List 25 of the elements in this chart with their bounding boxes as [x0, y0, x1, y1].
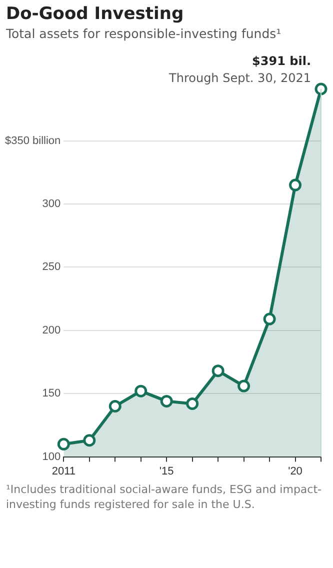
point — [289, 178, 302, 192]
point — [314, 82, 328, 96]
point — [134, 384, 148, 398]
y-tick-label: 300 — [42, 198, 61, 210]
y-tick-label: 200 — [42, 324, 61, 336]
x-tick-label: '15 — [159, 465, 174, 478]
annotation: $391 bil. — [252, 54, 311, 68]
point — [57, 438, 70, 450]
x-tick-label: 2011 — [52, 465, 76, 478]
y-tick-label: $350 billion — [5, 134, 61, 147]
chart-subtitle: Total assets for responsible-investing funds¹ — [5, 25, 282, 41]
annotation: Through Sept. 30, 2021 — [168, 71, 311, 86]
point — [238, 380, 250, 392]
x-tick-label: '20 — [288, 465, 302, 478]
text: ¹Includes traditional social-aware funds, ESG and impact-investing funds registered for sale in the U.S. — [5, 482, 323, 513]
y-tick-label: 250 — [42, 261, 61, 274]
point — [160, 394, 173, 408]
y-tick-label: 100 — [42, 450, 61, 463]
point — [263, 312, 276, 326]
point — [83, 434, 96, 447]
point — [108, 400, 122, 412]
point — [212, 364, 224, 378]
y-tick-label: 150 — [42, 388, 61, 400]
point — [186, 397, 199, 410]
chart-title: Do-Good Investing — [5, 3, 185, 24]
